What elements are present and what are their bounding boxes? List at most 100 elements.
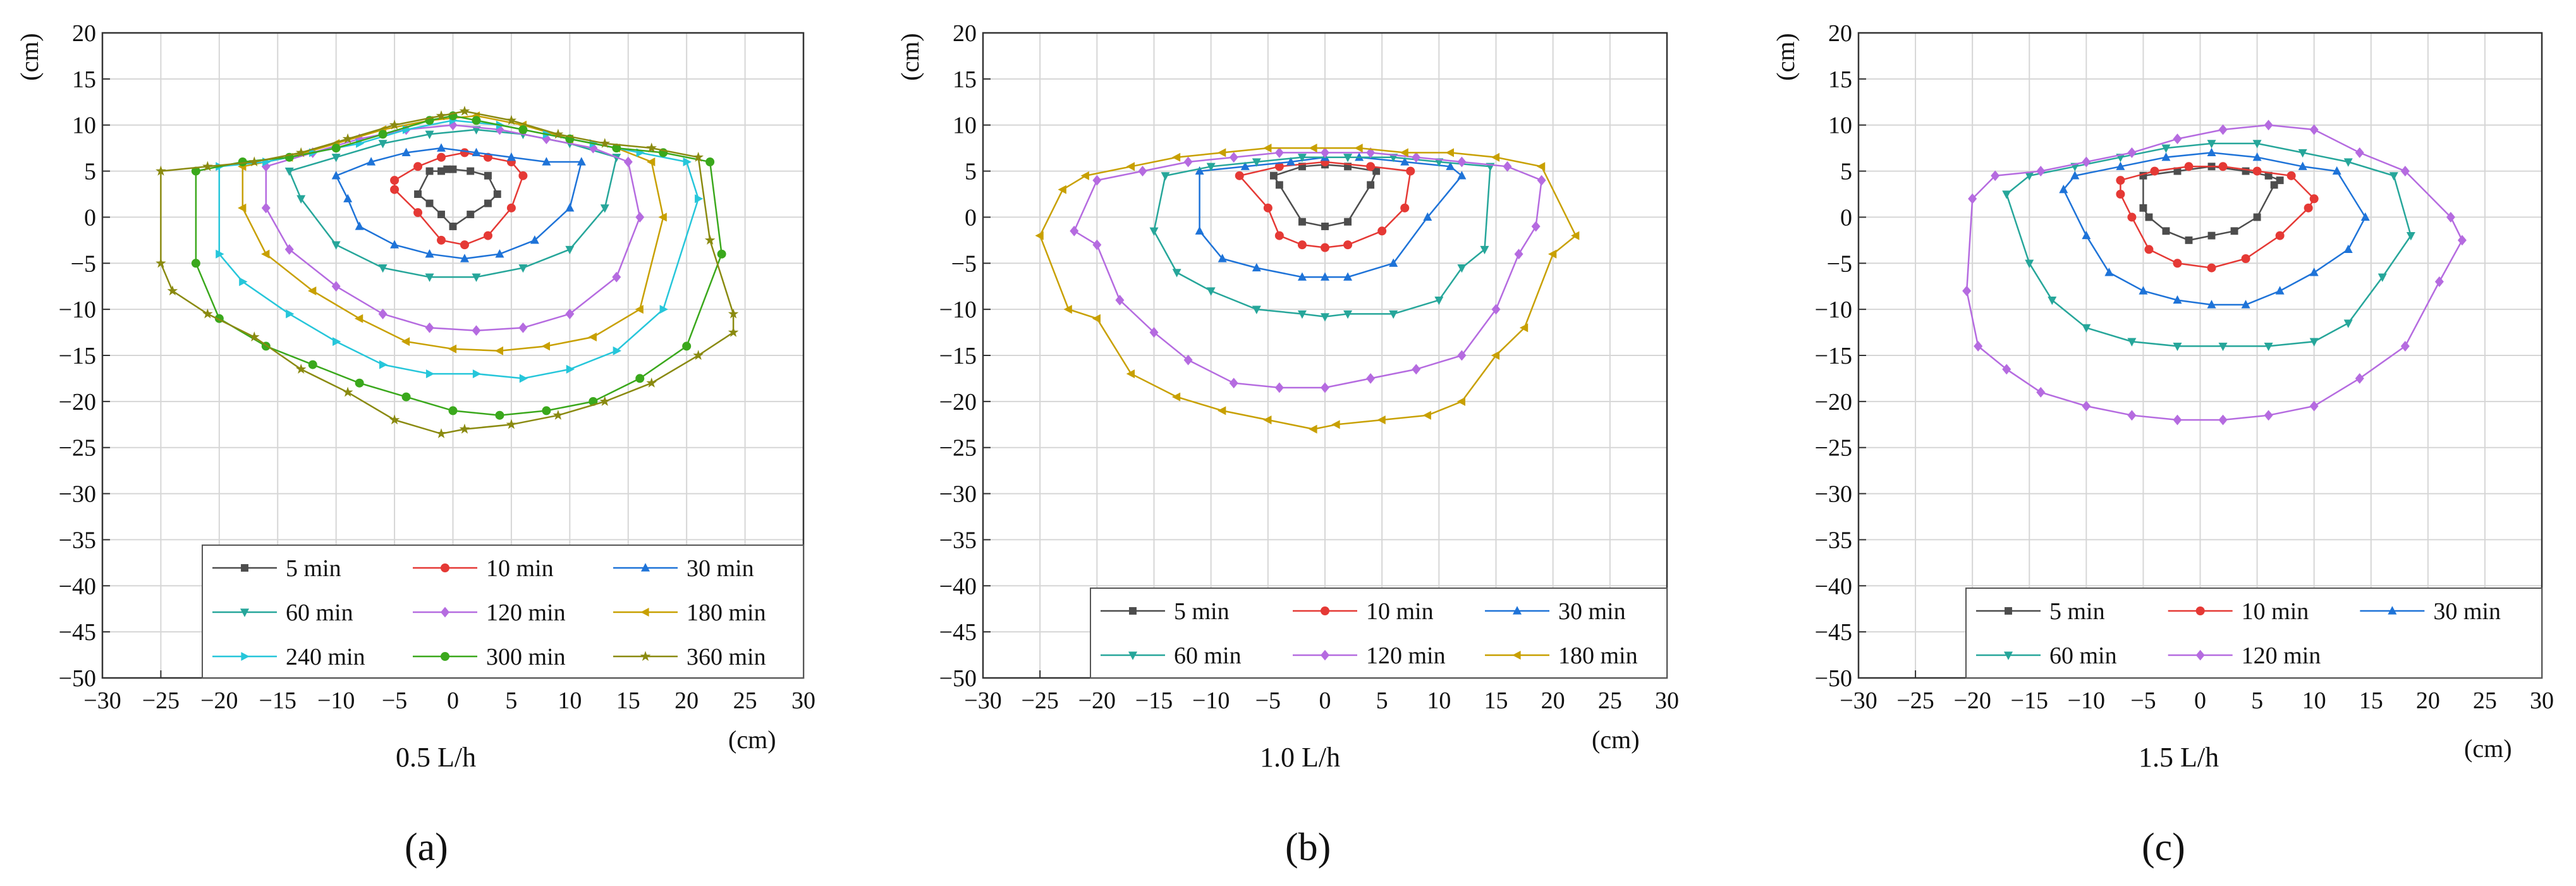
data-point [472,369,482,379]
data-point [2048,296,2057,305]
data-point [1321,272,1329,281]
data-point [2116,161,2125,170]
x-tick-label: −20 [1953,687,1991,714]
x-tick-label: −25 [1896,687,1934,714]
data-point [355,378,364,388]
data-point [379,360,388,369]
series-line [1073,152,1542,389]
data-point [2457,235,2467,246]
data-point [390,185,400,194]
x-tick-label: 25 [733,687,757,714]
data-point [425,199,434,207]
series-10-min [390,148,528,250]
legend-box [1965,588,2542,679]
data-point [2173,167,2182,175]
data-point [2218,342,2228,352]
data-point [506,114,517,125]
data-point [2127,338,2137,347]
data-point [495,410,504,420]
data-point [2025,172,2034,181]
data-point [2252,140,2262,149]
data-point [1126,369,1135,379]
data-point [2309,124,2319,135]
series-10-min [1235,157,1415,252]
data-point [261,202,271,214]
data-point [2264,120,2273,131]
data-point [2127,147,2137,158]
data-point [1491,304,1501,315]
data-point [1161,172,1170,181]
data-point [1195,166,1204,175]
legend-box [202,545,804,679]
data-point [542,157,551,166]
data-point [1321,147,1329,158]
data-point [1343,310,1353,319]
series-line [2062,152,2367,306]
legend-marker [2005,607,2012,615]
data-point [2036,166,2046,176]
data-point [1445,148,1454,157]
data-point [1297,154,1307,163]
data-point [1172,269,1181,278]
series-10-min [2116,162,2319,273]
x-tick-labels: −30 −25 −20 −15 −10 −5 0 5 10 15 20 25 30 [964,670,1679,714]
data-point [518,171,528,180]
series-360-min [156,106,739,438]
data-point [1519,323,1529,333]
y-tick-label: −45 [59,619,96,646]
y-tick-label: 0 [965,204,977,231]
series-180-min [238,111,667,355]
data-point [1422,410,1431,420]
x-tick-label: 20 [1541,687,1565,714]
data-point [493,190,501,198]
legend-marker [2388,606,2397,615]
data-point [2082,400,2091,412]
x-tick-label: −15 [2011,687,2048,714]
data-point [484,199,492,207]
data-point [728,326,739,337]
legend: 5 min 10 min 30 min 60 min 120 min 180 min 240… [202,545,804,679]
data-point [216,249,224,259]
data-point [460,148,469,157]
legend-marker [2004,651,2013,660]
data-point [2207,300,2216,309]
y-tick-label: −20 [1815,389,1852,415]
data-point [683,157,692,166]
data-point [2252,166,2262,176]
x-tick-label: 0 [1319,687,1331,714]
data-point [1366,147,1376,158]
x-tick-label: 0 [447,687,459,714]
x-tick-label: 10 [558,687,582,714]
data-point [1331,420,1340,429]
series-line [218,120,700,379]
data-point [449,223,457,230]
data-point [342,133,353,144]
data-point [443,165,451,173]
legend-entry: 5 min [212,555,341,582]
data-point [1968,193,1977,204]
y-tick-label: −5 [1827,250,1852,277]
legend-entry: 120 min [413,600,566,626]
legend-entry: 60 min [1976,643,2117,669]
y-tick-label: −35 [1815,527,1852,553]
y-tick-label: −5 [71,250,96,277]
y-tick-label: −30 [59,481,96,508]
legend-label: 10 min [1366,598,1434,625]
data-point [436,428,447,438]
data-point [506,419,517,429]
data-point [1275,181,1283,189]
data-point [413,208,423,218]
y-tick-label: −30 [939,481,977,508]
data-point [401,392,411,402]
y-tick-label: 15 [72,66,96,93]
data-point [541,341,550,351]
legend-label: 10 min [486,555,554,582]
data-point [1063,305,1072,314]
data-point [1183,354,1193,366]
legend-marker [241,652,250,661]
data-point [284,167,294,176]
data-point [2161,144,2171,153]
data-point [705,157,715,166]
data-point [518,125,528,134]
data-point [2173,342,2182,352]
